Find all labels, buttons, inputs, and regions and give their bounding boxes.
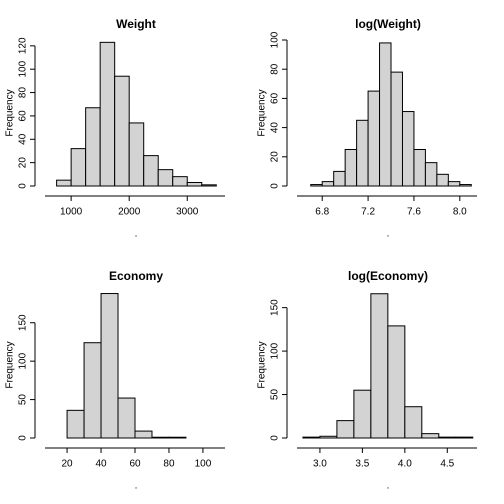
bar — [168, 436, 187, 439]
y-tick-label: 100 — [270, 342, 281, 359]
bar — [157, 169, 174, 187]
bar — [128, 122, 145, 187]
y-tick-label: 20 — [270, 151, 281, 163]
x-tick-label: 3000 — [176, 207, 199, 218]
x-tick-label: 4.0 — [398, 459, 412, 470]
bar — [421, 433, 440, 439]
x-tick-label: 60 — [129, 459, 141, 470]
bar — [151, 436, 170, 439]
x-tick-label: 20 — [62, 459, 74, 470]
bar — [459, 184, 472, 187]
x-axis-label: . — [135, 481, 138, 492]
bar — [143, 155, 159, 187]
bar — [401, 111, 415, 187]
chart-title: Economy — [109, 269, 163, 283]
x-tick-label: 4.5 — [440, 459, 454, 470]
y-axis-label: Frequency — [5, 341, 16, 388]
bar — [333, 170, 346, 187]
y-tick-label: 100 — [18, 352, 29, 369]
bar — [117, 397, 136, 439]
x-tick-label: 40 — [95, 459, 107, 470]
bar — [438, 436, 457, 439]
bar — [455, 436, 474, 439]
x-axis-label: . — [387, 229, 390, 240]
bar — [201, 184, 217, 187]
y-tick-label: 0 — [270, 183, 281, 189]
bar — [424, 162, 438, 187]
bar — [436, 173, 449, 187]
y-tick-label: 0 — [18, 435, 29, 441]
bar — [310, 184, 323, 187]
y-tick-label: 60 — [18, 110, 29, 122]
bar — [319, 435, 338, 439]
y-tick-label: 120 — [18, 37, 29, 54]
x-tick-label: 6.8 — [315, 207, 329, 218]
y-axis-label: Frequency — [257, 341, 268, 388]
bar — [83, 342, 102, 439]
bar — [186, 181, 203, 187]
bar — [99, 41, 116, 187]
bar — [321, 181, 335, 187]
bar — [172, 176, 188, 187]
bar — [367, 90, 381, 187]
bar — [70, 148, 87, 187]
y-tick-label: 60 — [270, 92, 281, 104]
bar — [370, 293, 389, 439]
y-tick-label: 100 — [18, 60, 29, 77]
y-tick-label: 80 — [18, 87, 29, 99]
bar — [356, 119, 369, 187]
bar — [134, 430, 153, 439]
y-axis-label: Frequency — [257, 89, 268, 136]
y-tick-label: 40 — [18, 133, 29, 145]
y-tick-label: 20 — [18, 157, 29, 169]
x-tick-label: 2000 — [118, 207, 141, 218]
bar — [114, 75, 130, 187]
bar — [344, 149, 358, 187]
x-tick-label: 100 — [195, 459, 212, 470]
x-axis-label: . — [135, 229, 138, 240]
bar — [379, 42, 392, 187]
bar — [353, 389, 372, 439]
bar — [302, 436, 321, 439]
x-tick-label: 3.0 — [313, 459, 327, 470]
bar — [336, 420, 355, 439]
x-axis-label: . — [387, 481, 390, 492]
bar — [387, 325, 406, 439]
y-tick-label: 150 — [270, 299, 281, 316]
x-tick-label: 7.6 — [407, 207, 421, 218]
y-tick-label: 40 — [270, 122, 281, 134]
chart-title: log(Weight) — [355, 17, 421, 31]
chart-title: log(Economy) — [348, 269, 428, 283]
bar — [66, 409, 85, 439]
x-tick-label: 1000 — [60, 207, 83, 218]
y-tick-label: 100 — [270, 31, 281, 48]
y-tick-label: 150 — [18, 314, 29, 331]
bar — [100, 293, 119, 439]
bar — [56, 179, 72, 187]
x-tick-label: 80 — [163, 459, 175, 470]
y-tick-label: 50 — [270, 389, 281, 401]
y-tick-label: 0 — [18, 183, 29, 189]
y-tick-label: 80 — [270, 63, 281, 75]
x-tick-label: 8.0 — [453, 207, 467, 218]
bar — [85, 107, 101, 187]
bar — [404, 406, 423, 439]
y-tick-label: 50 — [18, 394, 29, 406]
bar — [413, 149, 426, 187]
bar — [447, 181, 461, 187]
chart-title: Weight — [116, 17, 156, 31]
y-axis-label: Frequency — [5, 89, 16, 136]
x-tick-label: 7.2 — [361, 207, 375, 218]
y-tick-label: 0 — [270, 435, 281, 441]
bar — [390, 71, 403, 187]
x-tick-label: 3.5 — [355, 459, 369, 470]
